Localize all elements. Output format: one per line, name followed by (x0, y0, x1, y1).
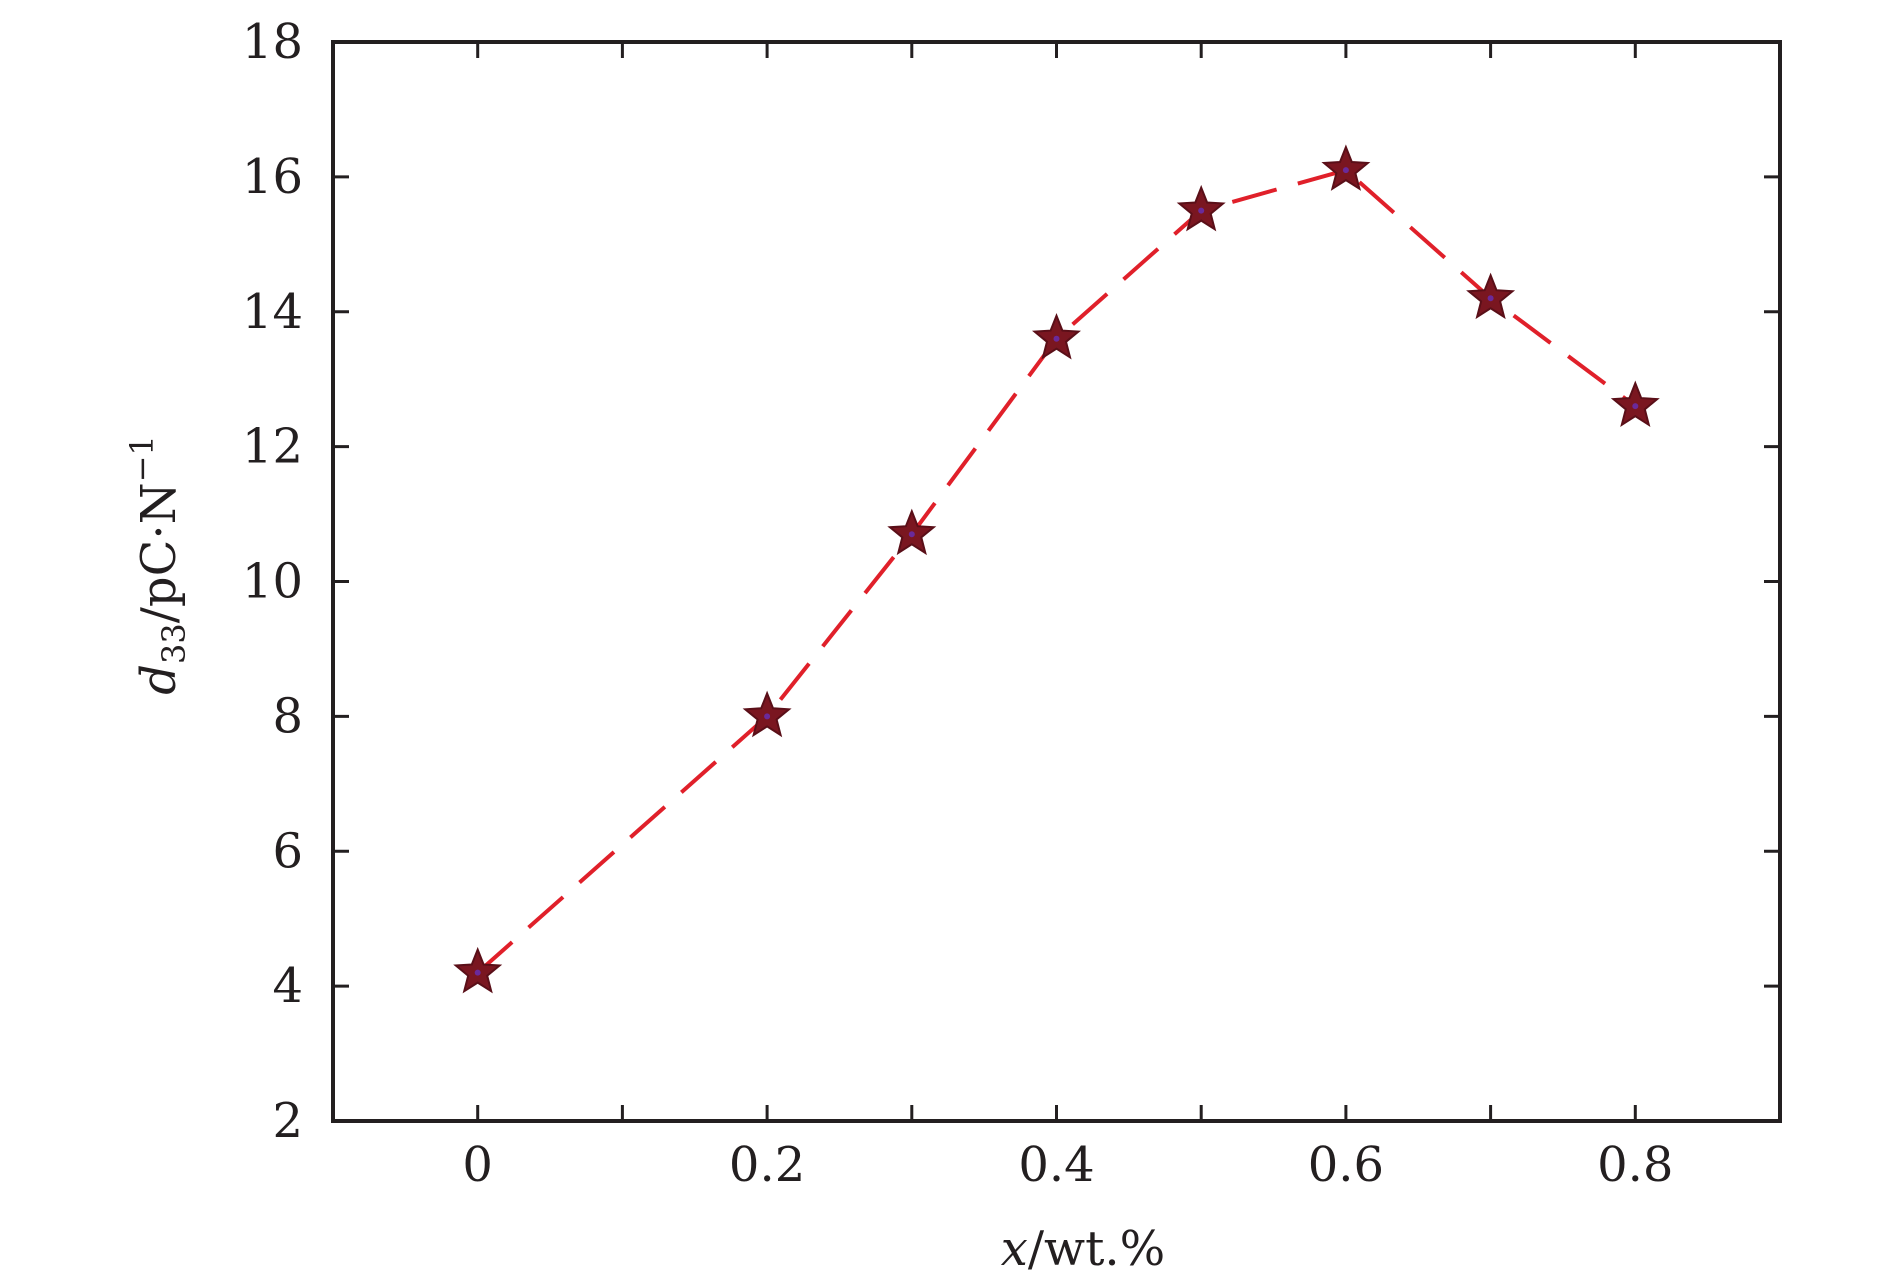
y-tick-label: 4 (272, 958, 303, 1014)
x-tick-label: 0.4 (1018, 1137, 1094, 1193)
x-tick-label: 0.8 (1597, 1137, 1673, 1193)
data-point-center (1198, 207, 1205, 214)
y-tick-label: 6 (272, 823, 303, 879)
data-point-center (1342, 167, 1349, 174)
y-tick-label: 10 (242, 554, 303, 610)
data-point-center (474, 969, 481, 976)
y-tick-label: 18 (242, 14, 303, 70)
x-tick-label: 0 (462, 1137, 493, 1193)
y-tick-label: 2 (272, 1093, 303, 1149)
y-tick-label: 12 (242, 419, 303, 475)
data-point-center (908, 531, 915, 538)
y-axis-label: d33/pC·N−1 (123, 435, 193, 695)
plot-frame (331, 40, 1782, 1123)
x-tick-label: 0.6 (1308, 1137, 1384, 1193)
y-tick-label: 14 (242, 284, 303, 340)
data-point-center (764, 713, 771, 720)
data-point-center (1053, 335, 1060, 342)
series-line (476, 168, 1637, 975)
data-point-center (1487, 295, 1494, 302)
x-tick-label: 0.2 (729, 1137, 805, 1193)
data-point-center (1632, 403, 1639, 410)
y-tick-label: 16 (242, 149, 303, 205)
y-tick-label: 8 (272, 688, 303, 744)
x-axis-label: x/wt.% (1001, 1221, 1166, 1277)
